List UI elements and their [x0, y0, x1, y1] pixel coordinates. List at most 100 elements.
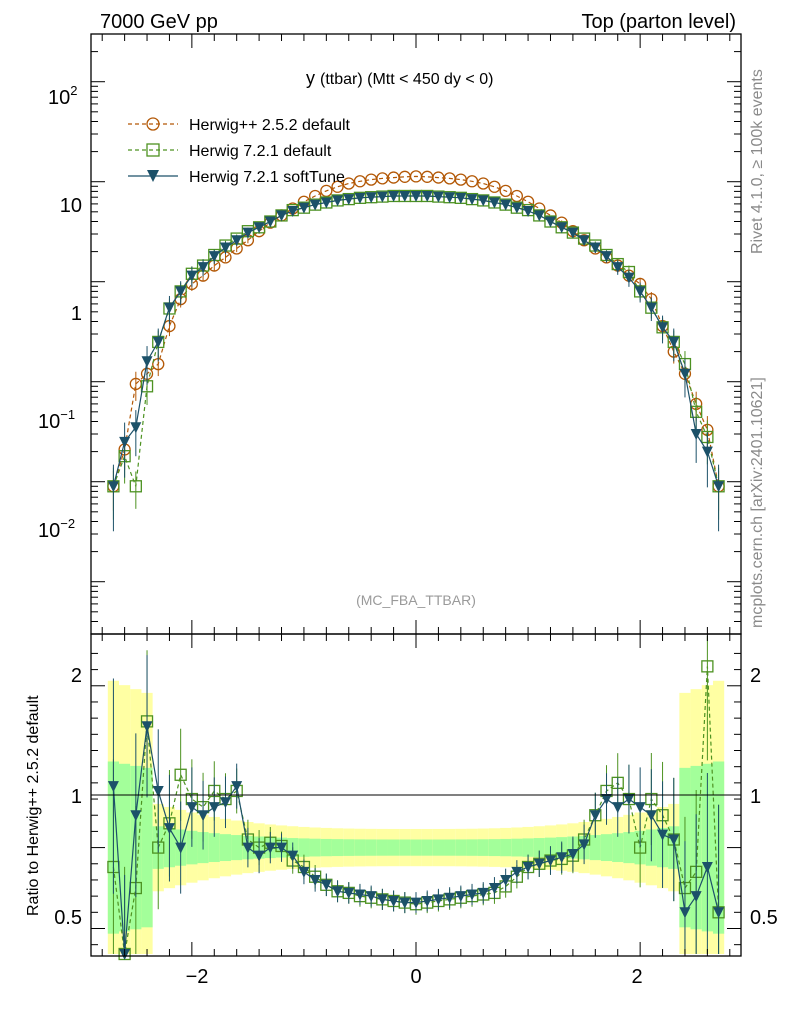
- band-inner-9: [208, 833, 220, 863]
- data-point-s2-1: [119, 436, 131, 448]
- band-inner-44: [600, 834, 613, 862]
- ratio-point-s1-51: [679, 907, 691, 919]
- ytick-label-1e2: 102: [48, 83, 77, 109]
- band-inner-1: [119, 763, 131, 932]
- band-inner-29: [432, 839, 445, 856]
- ratio-point-s0-53: [701, 660, 714, 673]
- band-inner-25: [387, 839, 400, 856]
- ratio-point-s1-0: [107, 781, 119, 793]
- ratio-point-s1-48: [645, 810, 657, 822]
- legend-label-herwig7-softtune: Herwig 7.2.1 softTune: [189, 169, 345, 186]
- band-inner-32: [466, 839, 478, 856]
- ytick-1e-1-exp: −1: [60, 407, 75, 422]
- ytick-label-1: 1: [71, 303, 82, 325]
- ratio-point-s1-13: [253, 850, 265, 862]
- data-point-s2-24: [376, 191, 388, 203]
- data-point-s2-46: [623, 272, 635, 284]
- data-point-s0-34: [488, 180, 501, 193]
- band-inner-34: [488, 839, 501, 857]
- ytick-label-1e-1: 10−1: [38, 407, 75, 433]
- ratio-point-s1-47: [634, 802, 646, 814]
- ytick-1e-2-base: 10: [38, 520, 60, 542]
- ratio-point-s1-42: [578, 839, 590, 851]
- series-line-0: [112, 175, 720, 487]
- data-point-s2-0: [107, 481, 119, 493]
- ratio-point-s1-8: [197, 810, 209, 822]
- ratio-point-s1-10: [219, 797, 231, 809]
- ratio-point-s1-40: [556, 852, 568, 864]
- data-point-s2-47: [634, 286, 646, 298]
- ratio-point-s1-9: [208, 802, 220, 814]
- ytick-1e-2-exp: −2: [60, 516, 75, 531]
- band-inner-35: [500, 838, 512, 857]
- ratio-point-s1-14: [264, 842, 276, 854]
- header-right: Top (parton level): [581, 11, 736, 33]
- band-inner-10: [219, 834, 232, 862]
- ratio-point-s1-3: [141, 721, 153, 733]
- data-point-s2-19: [320, 197, 332, 209]
- xtick-label-neg2: −2: [186, 966, 209, 988]
- ratio-point-s1-28: [421, 895, 433, 907]
- ratio-point-s1-25: [388, 895, 400, 907]
- ratio-point-s1-30: [444, 892, 456, 904]
- plot-title-sub: (ttbar) (Mtt < 450 dy < 0): [320, 71, 493, 88]
- ratio-point-s1-7: [186, 802, 198, 814]
- ratio-point-s1-33: [477, 887, 489, 899]
- band-inner-19: [320, 838, 332, 857]
- ratio-point-s1-18: [309, 874, 321, 886]
- ratio-point-s1-49: [657, 829, 669, 841]
- data-point-s2-20: [332, 195, 344, 207]
- data-point-s2-54: [713, 481, 725, 493]
- ratio-point-s1-35: [500, 874, 512, 886]
- ratio-point-s1-20: [332, 886, 344, 898]
- plot-title: y (ttbar) (Mtt < 450 dy < 0): [306, 68, 493, 88]
- band-inner-21: [343, 839, 355, 856]
- ratio-point-s1-36: [511, 866, 523, 878]
- data-point-s2-12: [242, 227, 254, 239]
- ratio-point-s1-27: [410, 897, 422, 909]
- ytick-label-1e-2: 10−2: [38, 516, 75, 542]
- data-point-s2-34: [488, 197, 500, 209]
- band-inner-46: [623, 832, 635, 864]
- data-point-s2-30: [444, 192, 456, 204]
- band-inner-3: [141, 767, 153, 928]
- data-point-s2-48: [645, 302, 657, 314]
- ratio-point-s1-32: [466, 889, 478, 901]
- ratio-point-s1-15: [276, 842, 288, 854]
- ratio-point-s1-37: [522, 862, 534, 874]
- axis-ticks: [91, 33, 741, 956]
- data-point-s2-43: [589, 242, 601, 254]
- ratio-point-s1-21: [343, 887, 355, 899]
- band-inner-27: [410, 839, 422, 856]
- data-point-s2-22: [354, 192, 366, 204]
- ratio-point-s1-26: [399, 897, 411, 909]
- data-point-s0-36: [510, 189, 524, 203]
- band-inner-43: [589, 835, 601, 861]
- data-point-s2-39: [544, 216, 556, 228]
- ratio-point-s1-12: [242, 842, 254, 854]
- legend-marker-triangle: [147, 170, 159, 182]
- ratio-point-s1-46: [623, 794, 635, 806]
- band-inner-17: [298, 838, 310, 857]
- data-point-s2-9: [208, 251, 220, 263]
- band-inner-30: [444, 839, 456, 856]
- ratio-point-s0-6: [174, 768, 187, 781]
- data-point-s2-52: [690, 429, 702, 440]
- legend-marker-circle: [146, 117, 160, 131]
- data-point-s2-38: [533, 210, 545, 222]
- ratio-point-s1-24: [376, 894, 388, 906]
- data-point-s2-45: [612, 262, 624, 274]
- xtick-label-2: 2: [631, 966, 642, 988]
- series-layer: [107, 170, 725, 961]
- ratio-ytick-label-05-right: 0.5: [750, 907, 778, 929]
- data-point-s2-28: [421, 190, 433, 202]
- ratio-point-s1-45: [612, 802, 624, 814]
- ratio-ytick-label-1-right: 1: [750, 786, 761, 808]
- data-point-s2-23: [365, 192, 377, 204]
- band-inner-45: [612, 833, 624, 863]
- ratio-point-s1-52: [690, 891, 702, 903]
- band-inner-23: [365, 839, 377, 856]
- band-inner-11: [231, 835, 243, 861]
- data-point-s2-8: [197, 262, 209, 274]
